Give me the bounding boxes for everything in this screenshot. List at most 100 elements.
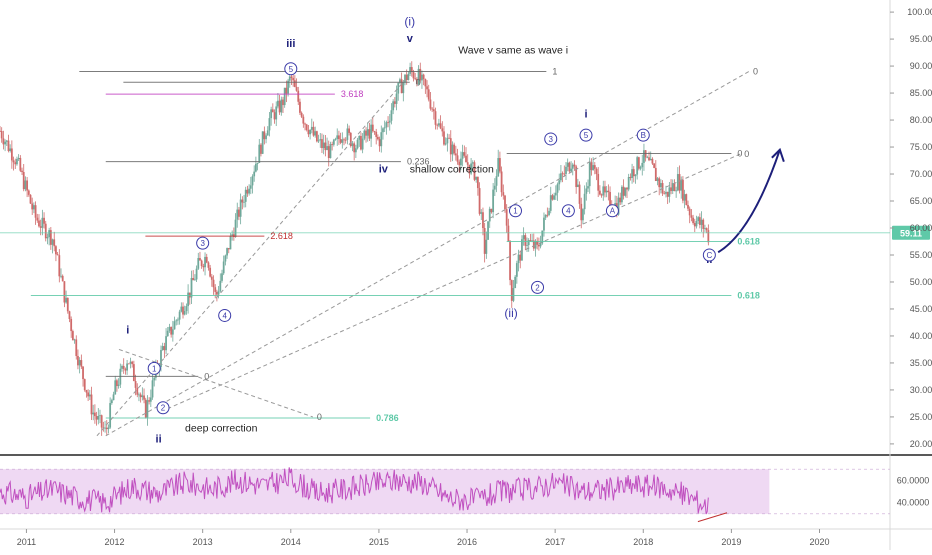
candle-body [141, 395, 144, 398]
candle-body [161, 346, 164, 351]
candle-body [693, 223, 696, 227]
candle-body [49, 230, 52, 245]
candle-body [483, 228, 486, 254]
circled-wave-marker [702, 248, 716, 262]
candle-body [473, 162, 476, 180]
fib-level-label: 0.786 [376, 413, 399, 423]
candle-body [434, 111, 437, 125]
candle-body [609, 192, 611, 207]
time-tick-label: 2017 [545, 537, 565, 547]
candle-body [688, 208, 691, 216]
candle-body [678, 174, 681, 191]
candle-body [617, 197, 620, 215]
candle-body [500, 171, 503, 193]
candle-body [254, 163, 257, 172]
candle-body [670, 187, 672, 191]
candle-body [278, 100, 281, 113]
candle-body [673, 183, 676, 192]
candle-body [456, 155, 459, 162]
channel-trendline [118, 348, 313, 418]
candle-body [607, 190, 610, 193]
candle-body [493, 185, 496, 190]
candle-body [571, 164, 574, 169]
candle-body [107, 427, 110, 430]
candle-body [65, 297, 67, 303]
candle-body [93, 412, 96, 417]
candle-body [200, 260, 203, 267]
candle-body [5, 140, 8, 142]
candle-body [305, 124, 308, 131]
candle-body [390, 110, 393, 121]
candle-body [409, 67, 411, 74]
time-tick-label: 2018 [633, 537, 653, 547]
candle-body [124, 368, 127, 371]
candle-body [475, 176, 478, 180]
candle-body [441, 128, 444, 132]
candle-body [256, 162, 259, 164]
candle-body [249, 185, 252, 189]
candle-body [690, 215, 693, 218]
candle-body [666, 191, 669, 197]
annotation-text: shallow correction [410, 163, 494, 175]
candle-body [139, 394, 142, 398]
candle-body [565, 166, 567, 174]
circled-wave-marker [508, 204, 522, 218]
candle-body [432, 109, 435, 112]
candle-body [704, 228, 706, 229]
candle-body [375, 131, 378, 137]
candle-body [629, 177, 632, 178]
candle-body [395, 93, 398, 104]
candle-body [392, 101, 395, 111]
candle-body [260, 144, 262, 154]
candle-body [332, 139, 335, 145]
candle-body [410, 67, 413, 72]
candle-body [373, 131, 376, 132]
time-tick-label: 2013 [193, 537, 213, 547]
candle-body [480, 212, 483, 214]
time-tick-label: 2012 [105, 537, 125, 547]
candle-body [526, 245, 528, 246]
candle-body [682, 179, 684, 201]
candle-body [56, 254, 59, 256]
candle-body [344, 139, 347, 141]
price-tick-label: 35.00 [910, 358, 932, 368]
circled-wave-label: 3 [549, 135, 554, 144]
candle-body [656, 178, 659, 182]
candle-body [622, 186, 625, 196]
candle-body [485, 239, 488, 254]
candle-body [151, 380, 154, 398]
candle-body [478, 188, 481, 214]
candle-body [697, 217, 700, 222]
candle-body [605, 190, 608, 193]
candle-body [600, 194, 603, 196]
candle-body [0, 130, 1, 132]
candle-body [197, 258, 200, 269]
candle-body [300, 112, 303, 117]
candle-body [621, 186, 623, 203]
candle-body [253, 171, 256, 177]
price-tick-label: 30.00 [910, 385, 932, 395]
price-tick-label: 40.00 [910, 331, 932, 341]
circled-wave-marker [156, 401, 170, 415]
candle-body [226, 248, 228, 256]
candle-body [536, 240, 539, 245]
candle-body [566, 162, 569, 167]
price-tick-label: 45.00 [910, 304, 932, 314]
candle-body [331, 144, 334, 145]
candle-body [439, 123, 442, 129]
candle-body [248, 188, 251, 194]
candle-body [527, 240, 530, 246]
candle-body [14, 162, 17, 165]
candle-body [429, 99, 432, 109]
candle-body [627, 177, 630, 190]
candle-body [590, 162, 593, 171]
time-tick-label: 2014 [281, 537, 301, 547]
candle-body [95, 416, 98, 420]
fib-level-label: 1 [552, 66, 557, 76]
price-tick-label: 80.00 [910, 115, 932, 125]
fib-level-label: 0.236 [407, 157, 430, 167]
candle-body [283, 87, 286, 106]
candle-body [676, 174, 679, 191]
candle-body [334, 138, 337, 140]
